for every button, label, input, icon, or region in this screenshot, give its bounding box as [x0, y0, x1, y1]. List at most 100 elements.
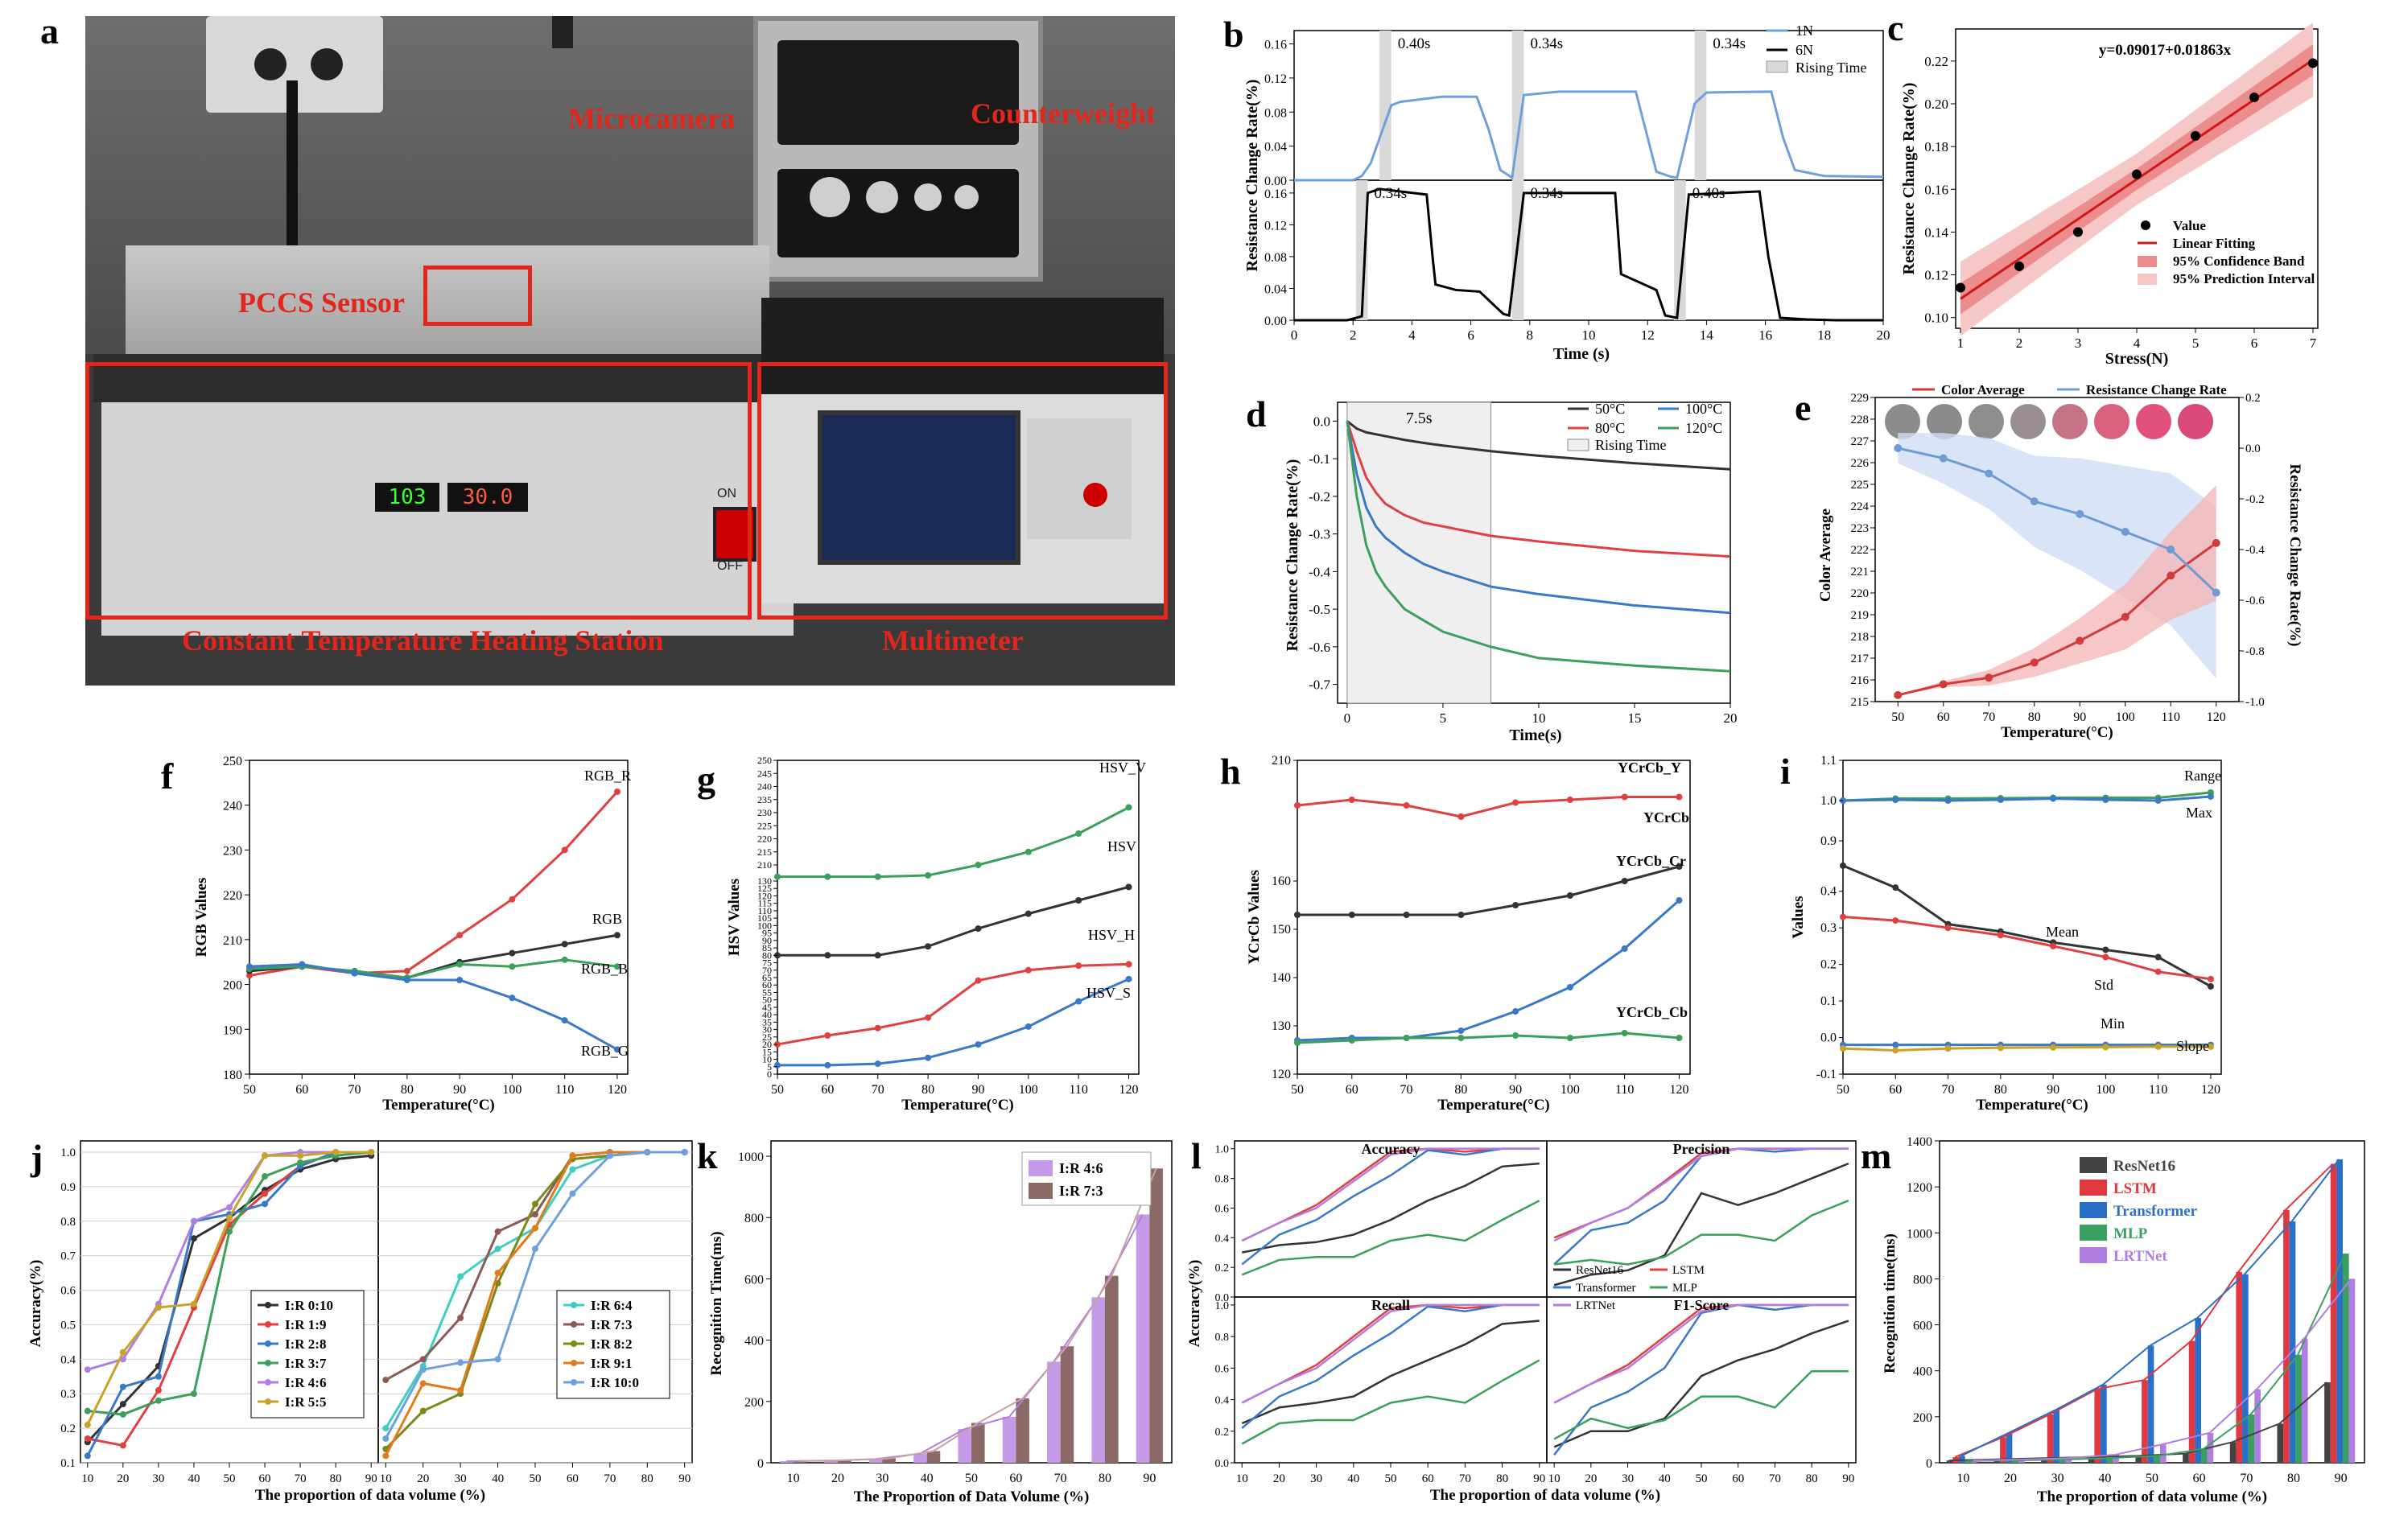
series-label: YCrCb — [1643, 809, 1689, 826]
y-tick-label: -0.5 — [1309, 602, 1330, 617]
y-tick-label: 200 — [1913, 1411, 1932, 1425]
x-tick-label: 70 — [2240, 1472, 2253, 1485]
bar-I:R 4:6 — [958, 1429, 971, 1463]
value-point — [2132, 169, 2142, 179]
I:R 10:0-point — [457, 1359, 464, 1366]
RGB_R-point — [509, 896, 516, 903]
HSV-point — [975, 925, 982, 933]
x-axis-label: Time (s) — [1553, 345, 1610, 363]
y-tick-label: -0.7 — [1309, 677, 1330, 693]
x-tick-label: 40 — [1347, 1472, 1359, 1485]
bar-LSTM — [2283, 1209, 2290, 1463]
x-tick-label: 20 — [831, 1472, 844, 1485]
series-label: RGB_B — [581, 961, 628, 977]
RGB-point — [561, 941, 568, 948]
color-swatch — [1969, 404, 2004, 439]
I:R 3:7-point — [84, 1407, 91, 1414]
x-axis-label: The proportion of data volume (%) — [1430, 1487, 1660, 1504]
RGB_B-point — [509, 963, 516, 970]
HSV-point — [925, 943, 932, 950]
series-YCrCb — [1297, 865, 1680, 916]
y-tick-label: 0.0 — [1820, 1031, 1837, 1045]
x-tick-label: 10 — [1236, 1472, 1248, 1485]
legend-swatch-dot — [265, 1340, 271, 1347]
legend-pred-swatch — [2138, 274, 2157, 285]
y-tick-label: 40 — [762, 1009, 772, 1020]
y-tick-label: 219 — [1851, 609, 1870, 622]
series-YCrCb_Y — [1297, 796, 1680, 818]
I:R 7:3-point — [457, 1314, 464, 1321]
YCrCb-point — [1457, 912, 1465, 918]
pccs-sensor-box — [423, 266, 532, 326]
YCrCb-point — [1403, 912, 1410, 918]
series-LRTNet — [1553, 1303, 1849, 1404]
legend-label: I:R 0:10 — [285, 1298, 333, 1313]
legend-swatch — [2080, 1180, 2107, 1196]
y-tick-label: 55 — [762, 986, 772, 998]
HSV_S-point — [1075, 998, 1082, 1005]
x-tick-label: 12 — [1641, 327, 1655, 343]
legend-1n-label: 1N — [1795, 23, 1813, 39]
bar-LSTM — [2094, 1389, 2101, 1463]
I:R 9:1-point — [419, 1380, 427, 1387]
Std-point — [1944, 924, 1952, 932]
y-tick-label: 228 — [1851, 414, 1870, 426]
y2-tick-label: -0.6 — [2245, 595, 2265, 607]
x-tick-label: 70 — [348, 1083, 361, 1097]
y-tick-label: 0.20 — [1924, 97, 1948, 112]
bar-I:R 7:3 — [971, 1423, 985, 1463]
I:R 6:4-point — [569, 1166, 576, 1173]
legend-label: Transformer — [1576, 1282, 1635, 1295]
y-tick-label: -0.3 — [1309, 527, 1330, 542]
YCrCb-point — [1348, 912, 1355, 918]
bar-Transformer — [2242, 1274, 2249, 1463]
I:R 9:1-point — [569, 1152, 576, 1159]
y-tick-label: 130 — [757, 875, 772, 887]
series-MLP — [1553, 1200, 1849, 1266]
y-tick-label: 223 — [1851, 522, 1870, 535]
YCrCb_Cb-point — [1676, 1035, 1683, 1041]
y-tick-label: 230 — [223, 844, 242, 858]
x-tick-label: 80 — [921, 1083, 934, 1097]
HSV_V-point — [1075, 830, 1082, 837]
y-axis-label: Resistance Change Rate(%) — [1900, 83, 1918, 275]
HSV_V-point — [975, 862, 982, 868]
Slope-point — [1892, 1047, 1899, 1054]
x-tick-label: 15 — [1627, 710, 1641, 726]
legend-swatch-dot — [571, 1360, 577, 1366]
legend-6n-label: 6N — [1795, 42, 1813, 58]
value-point — [2308, 58, 2318, 68]
microcamera-body — [552, 16, 573, 48]
Max-point — [1944, 797, 1952, 804]
subplot-title: Recall — [1371, 1297, 1410, 1313]
legend-label: MLP — [1672, 1282, 1697, 1295]
y-tick-label: 0.6 — [60, 1285, 76, 1298]
x-tick-label: 120 — [2207, 710, 2226, 724]
y-axis-label: Values — [1790, 896, 1807, 938]
x-tick-label: 40 — [921, 1472, 934, 1485]
weight-3 — [914, 183, 942, 211]
y-tick-label: 0.7 — [60, 1250, 76, 1263]
bar-I:R 7:3 — [1060, 1346, 1074, 1463]
bar-Transformer — [2147, 1345, 2154, 1463]
bar-ResNet16 — [2088, 1456, 2095, 1463]
panel-label-j: j — [31, 1137, 43, 1178]
y-tick-label: 130 — [1272, 1019, 1291, 1033]
series-HSV_V — [777, 806, 1130, 879]
HSV_H-point — [975, 977, 982, 984]
y-tick-label: 1000 — [738, 1151, 764, 1164]
rising-time-band — [1346, 401, 1491, 704]
bar-I:R 4:6 — [1002, 1416, 1016, 1463]
legend-label: I:R 10:0 — [591, 1375, 639, 1390]
series-ResNet16 — [1241, 1162, 1540, 1254]
series-RGB_R — [249, 790, 619, 977]
Max-point — [1997, 797, 2004, 803]
HSV_H-point — [1125, 961, 1132, 968]
x-tick-label: 70 — [295, 1472, 307, 1485]
x-tick-label: 90 — [1533, 1472, 1545, 1485]
x-tick-label: 6 — [1467, 327, 1474, 343]
legend-label: 80°C — [1595, 420, 1625, 436]
x-tick-label: 4 — [1408, 327, 1416, 343]
subplot-title: Accuracy — [1362, 1141, 1420, 1157]
